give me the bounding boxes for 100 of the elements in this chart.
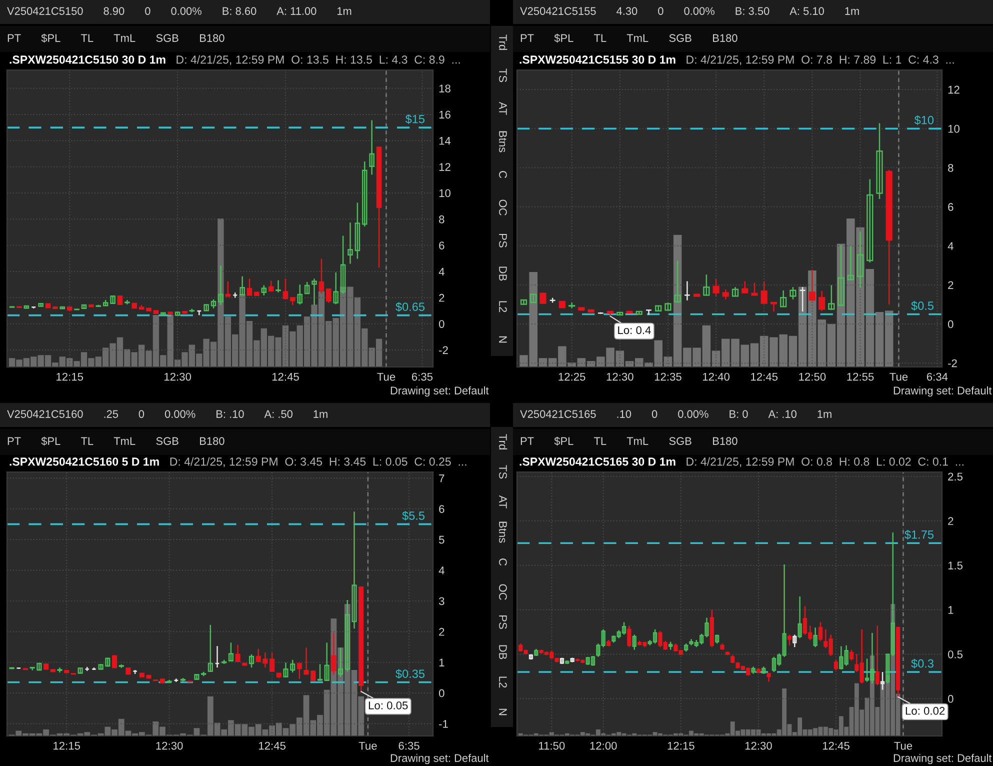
- y-tick-label: 1.5: [948, 562, 963, 570]
- candlestick: [813, 626, 818, 648]
- y-tick-label: -2: [948, 359, 957, 368]
- y-tick-label: 5: [439, 536, 444, 544]
- text: 0: [145, 7, 150, 15]
- text: TmL: [626, 437, 648, 445]
- y-tick-label: 0.5: [948, 650, 963, 658]
- candlestick: [712, 278, 720, 297]
- x-tick-label: 12:30: [164, 372, 192, 381]
- candlestick: [645, 309, 652, 316]
- text: SGB: [156, 437, 178, 445]
- candlestick: [348, 222, 353, 264]
- ref-line-label: $0.65: [396, 302, 425, 312]
- candlestick: [876, 122, 883, 200]
- text: A: 5.10: [790, 7, 824, 15]
- text: V250421C5155: [520, 7, 596, 15]
- annotation: Lo: 0.4: [618, 326, 651, 334]
- x-tick-label: 6:34: [926, 372, 948, 381]
- text: SGB: [669, 34, 692, 42]
- text: .25: [104, 410, 118, 418]
- candlestick: [799, 286, 806, 312]
- candlestick: [117, 295, 123, 305]
- y-tick-label: 2.5: [948, 472, 963, 481]
- text: A: .50: [264, 410, 292, 418]
- text: B: .10: [216, 410, 244, 418]
- text: Trd: [499, 434, 508, 450]
- text: 1m: [845, 7, 859, 15]
- text: V250421C5165: [520, 410, 596, 418]
- text: 0.00%: [678, 410, 708, 418]
- candlestick: [362, 160, 368, 228]
- y-tick-label: 6: [948, 203, 954, 211]
- x-tick-label: 12:35: [654, 372, 682, 381]
- candlestick: [282, 278, 288, 300]
- x-tick-label: 12:30: [745, 742, 772, 750]
- y-tick-label: -2: [439, 346, 448, 354]
- text: B180: [713, 437, 738, 445]
- text: B: 8.60: [222, 7, 256, 15]
- text: 1m: [818, 410, 832, 418]
- chart-title: .SPXW250421C5155 30 D 1m: [520, 56, 676, 64]
- x-tick-label: 11:50: [538, 742, 565, 750]
- text: TmL: [626, 34, 648, 42]
- text: 4.30: [616, 7, 638, 15]
- candlestick: [751, 282, 758, 297]
- candlestick: [248, 654, 254, 668]
- ref-line-label: $10: [914, 115, 934, 125]
- text: SGB: [156, 34, 178, 42]
- text: A: 11.00: [276, 7, 316, 15]
- candlestick: [296, 662, 302, 680]
- candlestick: [354, 202, 360, 260]
- text: TS: [499, 68, 507, 82]
- y-tick-label: 0: [948, 320, 954, 328]
- y-tick-label: 2: [439, 628, 444, 636]
- text: B180: [200, 437, 224, 445]
- candlestick: [632, 634, 636, 650]
- text: C: [499, 171, 507, 178]
- x-tick-label: Tue: [894, 742, 912, 750]
- text: TL: [594, 437, 606, 445]
- chart-subtitle: D: 4/21/25, 12:59 PM O: 13.5 H: 13.5 L: 4.3 C: 8.9 ...: [176, 55, 460, 66]
- text: 0: [652, 410, 658, 418]
- x-tick-label: 12:15: [668, 742, 694, 750]
- candlestick: [208, 624, 213, 672]
- text: PT: [8, 437, 21, 445]
- candlestick: [317, 664, 323, 682]
- y-tick-label: 12: [439, 163, 450, 171]
- y-tick-label: 0: [948, 694, 954, 703]
- candlestick: [849, 649, 854, 662]
- candlestick: [818, 622, 823, 642]
- candlestick: [304, 281, 310, 294]
- text: TS: [499, 465, 507, 479]
- candlestick: [268, 280, 274, 292]
- text: 1m: [337, 7, 352, 15]
- candlestick: [847, 245, 854, 280]
- text: N: [499, 336, 507, 343]
- text: DB: [499, 645, 507, 660]
- y-tick-label: 1: [439, 658, 444, 666]
- annotation: Lo: 0.05: [368, 702, 408, 710]
- y-tick-label: 8: [948, 164, 954, 172]
- candlestick: [218, 264, 224, 306]
- text: PT: [520, 34, 534, 42]
- x-tick-label: 12:30: [156, 742, 183, 750]
- text: $PL: [41, 34, 60, 43]
- x-tick-label: Tue: [890, 372, 908, 381]
- candlestick: [210, 298, 216, 310]
- text: TmL: [114, 437, 136, 445]
- text: AT: [499, 495, 507, 508]
- ref-line-label: $1.75: [904, 530, 934, 540]
- y-tick-label: 16: [439, 110, 450, 119]
- candlestick: [703, 274, 710, 296]
- text: Drawing set: Default: [894, 386, 992, 397]
- text: 0.00%: [171, 7, 202, 15]
- candlestick: [246, 278, 252, 296]
- text: B: 3.50: [736, 7, 770, 15]
- ref-line-label: $15: [405, 114, 425, 124]
- x-tick-label: 12:00: [590, 742, 617, 750]
- x-tick-label: 12:45: [822, 742, 850, 750]
- candlestick: [674, 260, 681, 304]
- x-tick-label: 12:15: [56, 372, 84, 381]
- text: A: .10: [768, 410, 796, 418]
- candlestick: [828, 284, 835, 311]
- candlestick: [790, 286, 796, 300]
